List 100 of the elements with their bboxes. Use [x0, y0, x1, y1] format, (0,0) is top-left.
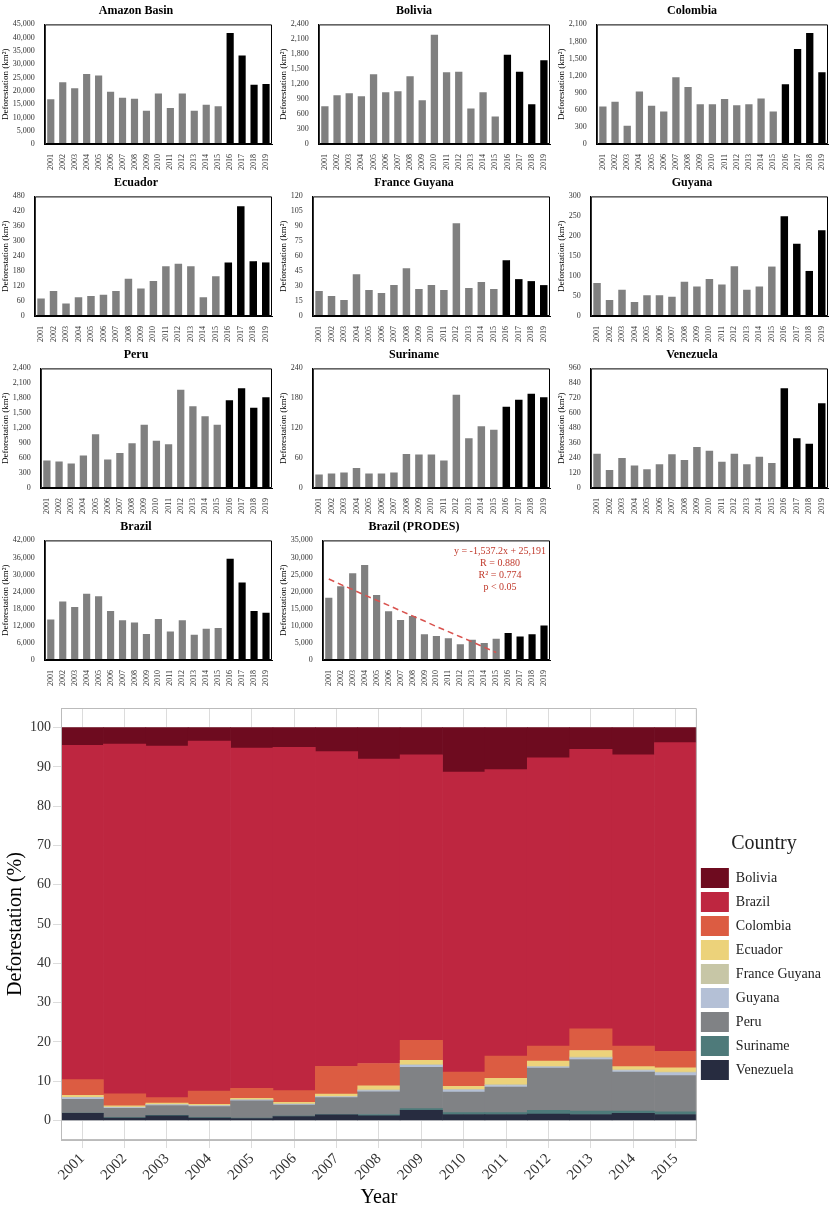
x-tick-label: 2016 — [779, 326, 789, 342]
x-tick-label: 2008 — [407, 670, 417, 686]
x-tick-label: 2015 — [766, 326, 776, 342]
legend-label: France Guyana — [735, 965, 822, 981]
x-tick-label: 2018 — [804, 498, 814, 514]
x-tick-label: 2015 — [491, 670, 501, 686]
chart-title: Guyana — [671, 175, 713, 190]
annotation: y = -1,537.2x + 25,191 — [453, 545, 547, 557]
x-tick-label: 2015 — [768, 154, 778, 170]
x-tick-label: 2018 — [248, 498, 258, 514]
x-tick-label: 2008 — [127, 498, 137, 514]
x-tick-label: 2012 — [173, 326, 183, 342]
x-tick-label: 2018 — [527, 670, 537, 686]
y-axis-title: Deforestation (km²) — [277, 220, 288, 292]
y-tick-label: 300 — [18, 468, 31, 478]
y-tick-label: 2,400 — [290, 19, 309, 29]
x-tick-label: 2014 — [478, 154, 488, 170]
x-tick-label: 2017 — [514, 154, 524, 170]
y-tick-label: 10,000 — [12, 112, 35, 122]
x-tick-label: 2009 — [414, 326, 424, 342]
x-tick-label: 2011 — [160, 326, 170, 342]
legend-label: Guyana — [735, 989, 781, 1005]
y-tick-label: 300 — [568, 191, 581, 201]
y-tick-label: 60 — [294, 251, 303, 261]
y-tick-label: 15 — [294, 296, 303, 306]
y-axis-title: Deforestation (km²) — [277, 392, 288, 464]
chart-title: Colombia — [666, 3, 718, 18]
x-tick-label: 2001 — [592, 326, 602, 342]
y-tick-label: 1,800 — [568, 36, 587, 46]
y-tick-label: 24,000 — [12, 586, 35, 596]
x-tick-label: 2018 — [249, 670, 259, 686]
x-tick-label: 2019 — [816, 498, 826, 514]
x-tick-label: 2012 — [455, 670, 465, 686]
x-tick-label: 2009 — [414, 498, 424, 514]
y-axis-title: Deforestation (km²) — [555, 392, 566, 464]
y-tick-label: 105 — [290, 206, 303, 216]
y-tick-label: 60 — [16, 296, 25, 306]
x-tick-label: 2005 — [93, 670, 103, 686]
y-tick-label: 30,000 — [290, 552, 313, 562]
y-tick-label: 0 — [582, 139, 587, 149]
x-tick-label: 2008 — [129, 154, 139, 170]
y-tick-label: 0 — [30, 139, 35, 149]
y-tick-label: 0 — [298, 483, 303, 493]
x-tick-label: 2010 — [426, 326, 436, 342]
y-tick-label: 0 — [576, 483, 581, 493]
chart-title: Amazon Basin — [98, 3, 174, 18]
y-tick-label: 120 — [12, 281, 25, 291]
x-tick-label: 2017 — [791, 326, 801, 342]
x-tick-label: 2002 — [54, 498, 64, 514]
x-tick-label: 2012 — [731, 154, 741, 170]
chart-title: Brazil (PRODES) — [368, 519, 460, 534]
y-tick-label: 240 — [568, 453, 581, 463]
y-tick-label: 25,000 — [12, 72, 35, 82]
y-tick-label: 150 — [568, 251, 581, 261]
chart-title: Ecuador — [113, 175, 159, 190]
x-tick-label: 2009 — [695, 154, 705, 170]
legend-label: Suriname — [735, 1037, 790, 1053]
x-tick-label: 2011 — [443, 670, 453, 686]
x-tick-label: 2002 — [57, 154, 67, 170]
x-tick-label: 2017 — [791, 498, 801, 514]
y-axis-title: Deforestation (km²) — [277, 48, 288, 120]
y-tick-label: 20 — [37, 1033, 51, 1049]
x-tick-label: 2007 — [114, 498, 124, 514]
y-tick-label: 0 — [30, 655, 35, 665]
x-tick-label: 2010 — [707, 154, 717, 170]
x-tick-label: 2016 — [225, 670, 235, 686]
x-tick-label: 2009 — [417, 154, 427, 170]
chart-title: Bolivia — [395, 3, 433, 18]
x-tick-label: 2008 — [401, 498, 411, 514]
x-tick-label: 2011 — [163, 498, 173, 514]
x-tick-label: 2018 — [526, 154, 536, 170]
x-tick-label: 2013 — [185, 326, 195, 342]
y-tick-label: 80 — [37, 797, 51, 813]
x-tick-label: 2014 — [479, 670, 489, 686]
x-tick-label: 2015 — [488, 326, 498, 342]
x-tick-label: 2012 — [175, 498, 185, 514]
x-tick-label: 2010 — [431, 670, 441, 686]
x-tick-label: 2003 — [339, 498, 349, 514]
x-tick-label: 2005 — [642, 326, 652, 342]
x-tick-label: 2010 — [153, 154, 163, 170]
y-tick-label: 40 — [37, 954, 51, 970]
y-tick-label: 30,000 — [12, 569, 35, 579]
x-tick-label: 2001 — [45, 154, 55, 170]
x-tick-label: 2016 — [503, 670, 513, 686]
y-tick-label: 5,000 — [294, 638, 313, 648]
legend-label: Colombia — [735, 917, 792, 933]
x-tick-label: 2007 — [667, 326, 677, 342]
x-tick-label: 2004 — [356, 154, 366, 170]
y-tick-label: 1,200 — [290, 79, 309, 89]
x-tick-label: 2016 — [223, 326, 233, 342]
x-tick-label: 2019 — [261, 154, 271, 170]
x-tick-label: 2019 — [261, 670, 271, 686]
x-tick-label: 2009 — [136, 326, 146, 342]
x-tick-label: 2007 — [389, 326, 399, 342]
y-tick-label: 0 — [20, 311, 25, 321]
x-tick-label: 2011 — [716, 326, 726, 342]
x-tick-label: 2005 — [86, 326, 96, 342]
y-tick-label: 1,800 — [12, 393, 31, 403]
y-tick-label: 120 — [290, 191, 303, 201]
chart-title: Brazil — [120, 519, 153, 534]
